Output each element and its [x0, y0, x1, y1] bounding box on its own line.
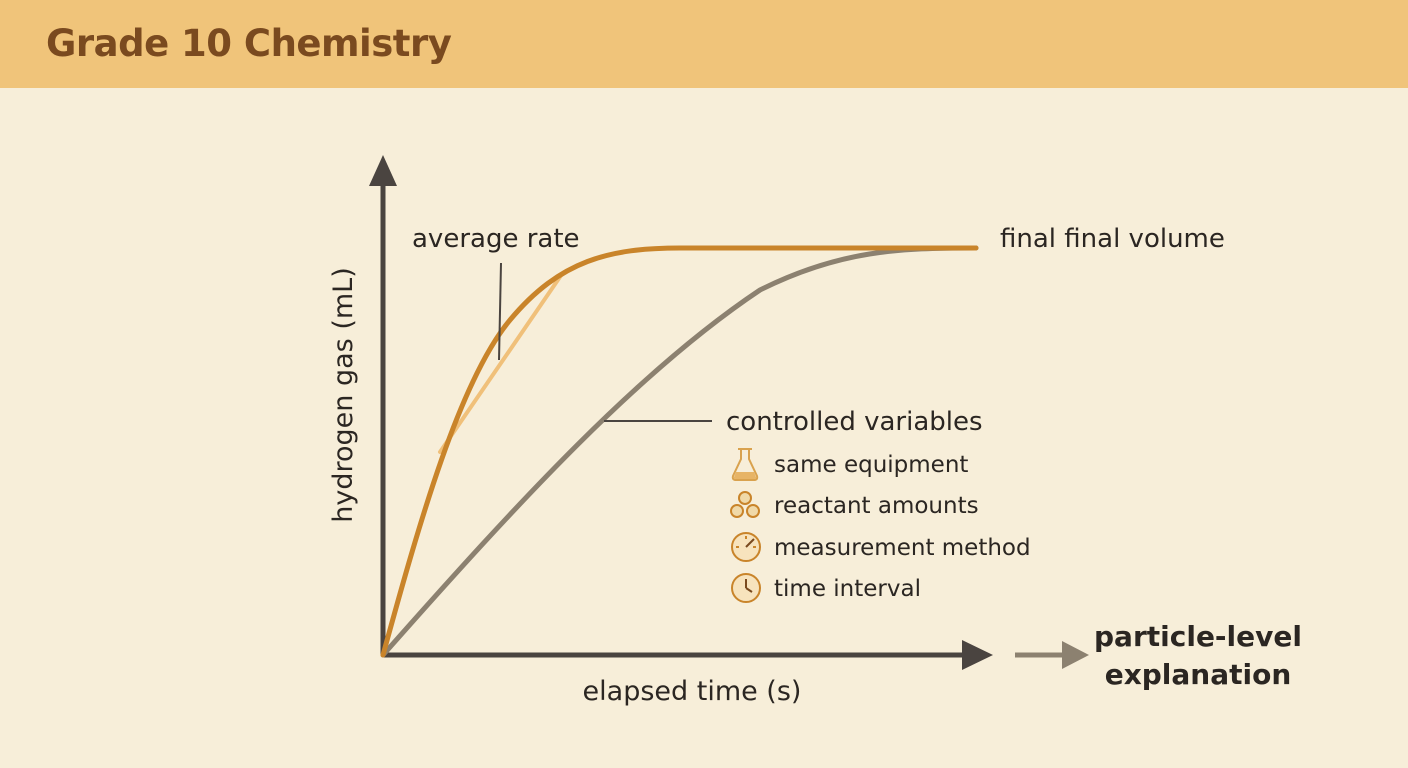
- controlled-variable-label: reactant amounts: [774, 493, 979, 519]
- page-title: Grade 10 Chemistry: [46, 22, 452, 65]
- header-bar: Grade 10 Chemistry: [0, 0, 1408, 88]
- controlled-variable-label: time interval: [774, 576, 921, 602]
- y-axis-arrowhead: [369, 155, 397, 186]
- clock-icon: [731, 573, 761, 603]
- particles-icon: [730, 491, 760, 518]
- controlled-variable-label: same equipment: [774, 452, 968, 478]
- particle-level-label-line1: particle-level: [1094, 620, 1302, 653]
- y-axis-label: hydrogen gas (mL): [328, 267, 359, 522]
- final-volume-label: final final volume: [1000, 224, 1225, 254]
- gauge-icon: [731, 532, 761, 562]
- controlled-variable-label: measurement method: [774, 535, 1031, 561]
- average-rate-tangent: [438, 272, 564, 454]
- particle-level-arrowhead: [1062, 641, 1089, 669]
- average-rate-label: average rate: [412, 224, 580, 254]
- x-axis-label: elapsed time (s): [583, 676, 802, 707]
- fast-reaction-curve: [380, 245, 979, 658]
- x-axis-arrowhead: [962, 640, 993, 670]
- flask-icon: [731, 448, 759, 481]
- average-rate-leader: [498, 262, 502, 361]
- slow-reaction-curve: [380, 245, 979, 658]
- controlled-variables-title: controlled variables: [726, 407, 983, 437]
- particle-level-label-line2: explanation: [1105, 658, 1292, 691]
